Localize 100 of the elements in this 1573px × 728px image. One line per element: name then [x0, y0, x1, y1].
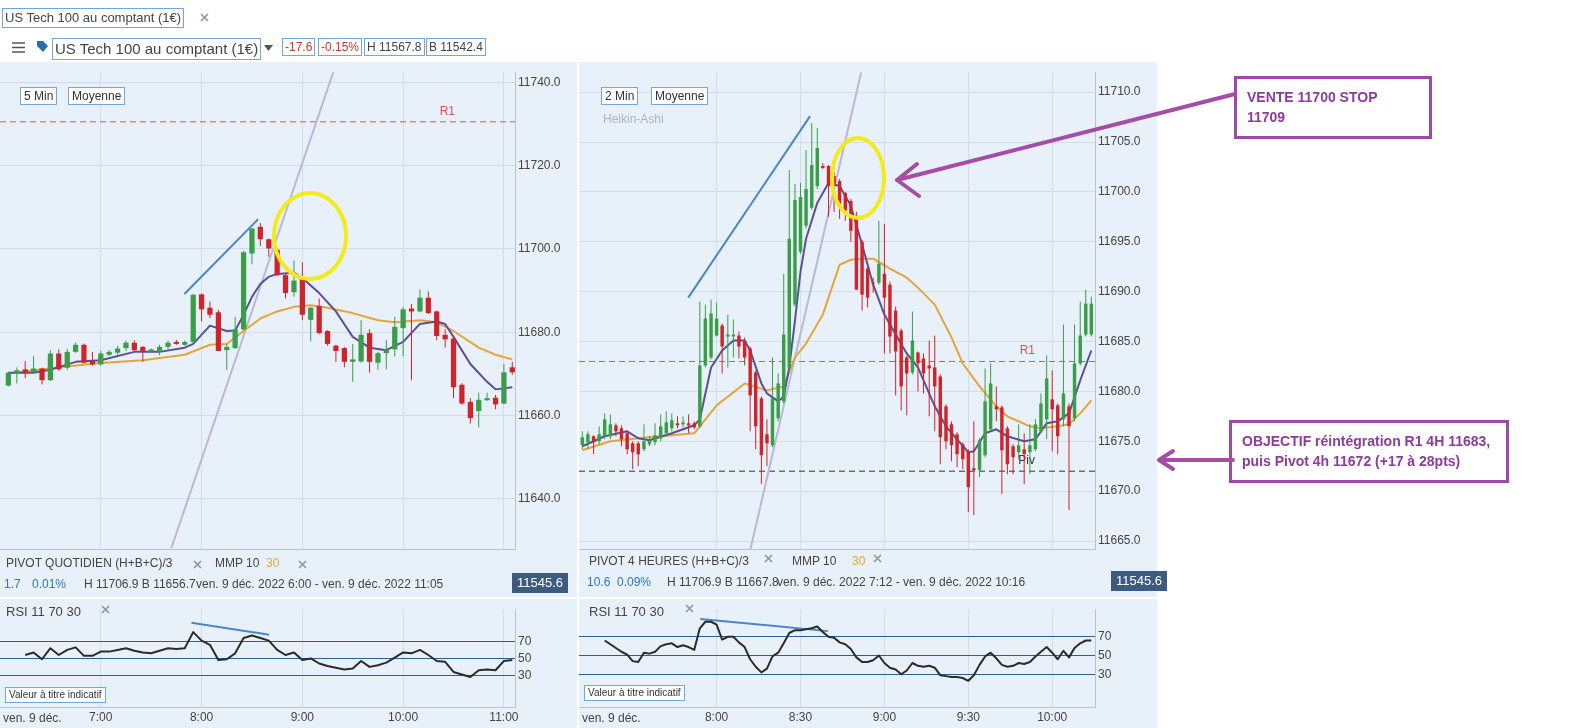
text: 11545.6 — [1111, 571, 1168, 591]
y-tick-label: 11695.0 — [1098, 234, 1141, 249]
candlestick — [282, 273, 289, 300]
y-tick-label: 11680.0 — [1098, 383, 1141, 398]
x-tick-label: 8:00 — [704, 710, 729, 725]
y-tick-label: 11685.0 — [1098, 333, 1141, 348]
candlestick — [476, 392, 482, 428]
y-tick-label: 11700.0 — [518, 241, 561, 256]
text: PIVOT QUOTIDIEN (H+B+C)/3 — [6, 556, 173, 571]
candlestick — [916, 351, 920, 392]
candlestick — [955, 431, 959, 468]
candlestick — [681, 415, 685, 428]
ref-line-label: R1 — [439, 103, 456, 118]
y-tick-label: 11640.0 — [518, 491, 561, 506]
candlestick — [198, 293, 205, 322]
candlestick — [653, 422, 657, 446]
text: 11545.6 — [512, 573, 569, 593]
candlestick — [597, 425, 601, 445]
text: OBJECTIF réintégration R1 4H 11683, puis Pivot 4h 11672 (+17 à 28pts) — [1229, 420, 1509, 483]
text: 30 — [266, 556, 280, 571]
text: US Tech 100 au comptant (1€) — [2, 8, 185, 28]
annotation: Moyenne — [651, 87, 709, 106]
text: 30 — [852, 554, 866, 569]
candlestick — [1050, 369, 1054, 452]
candlestick — [123, 340, 129, 352]
y-tick-label: 70 — [1098, 629, 1112, 644]
x-tick-label: 10:00 — [1037, 710, 1068, 725]
candlestick — [1067, 402, 1071, 511]
candlestick — [350, 343, 356, 383]
candlestick — [720, 323, 724, 374]
candlestick — [625, 430, 629, 455]
annotation: Moyenne — [68, 87, 126, 106]
candlestick — [642, 423, 646, 452]
y-tick-label: 11665.0 — [1098, 533, 1141, 548]
annotation: Valeur à titre indicatif — [5, 687, 106, 703]
text: 0.09% — [617, 575, 652, 590]
candlestick — [400, 306, 406, 357]
text: -0.15% — [318, 38, 363, 57]
x-tick-label: 8:00 — [189, 710, 214, 725]
candlestick — [1011, 443, 1015, 475]
candlestick — [765, 418, 769, 467]
candlestick — [726, 314, 730, 368]
x-tick-label: 9:00 — [872, 710, 897, 725]
text: B 11542.4 — [426, 38, 486, 57]
candlestick — [484, 392, 490, 402]
y-tick-label: 11710.0 — [1098, 84, 1141, 99]
annotation: 5 Min — [20, 87, 58, 106]
y-tick-label: 11680.0 — [518, 324, 561, 339]
text: H 11567.8 — [364, 38, 425, 57]
candlestick — [308, 306, 314, 342]
text: PIVOT 4 HEURES (H+B+C)/3 — [589, 554, 749, 569]
candlestick — [56, 348, 62, 372]
x-tick-label: 9:30 — [956, 710, 981, 725]
candlestick — [81, 343, 87, 365]
candlestick — [106, 349, 112, 357]
candlestick — [586, 430, 590, 450]
x-tick-label: 7:00 — [89, 710, 113, 725]
y-tick-label: 11675.0 — [1098, 433, 1141, 448]
text: MMP 10 — [792, 554, 837, 569]
x-tick-label: 8:30 — [788, 710, 813, 725]
text: -17.6 — [282, 38, 316, 57]
y-tick-label: 11740.0 — [518, 74, 561, 89]
candlestick — [64, 348, 70, 371]
candlestick — [291, 260, 297, 298]
y-tick-label: 50 — [1098, 647, 1112, 662]
text: 0.01% — [32, 577, 67, 592]
annotation: Valeur à titre indicatif — [584, 685, 685, 701]
annotation: 2 Min — [601, 87, 639, 106]
x-axis-title: ven. 9 déc. — [582, 711, 641, 726]
text: ven. 9 déc. 2022 6:00 - ven. 9 déc. 2022 11:05 — [196, 577, 444, 592]
candlestick — [333, 344, 339, 363]
text: MMP 10 — [215, 556, 260, 571]
candlestick — [417, 288, 423, 313]
candlestick — [207, 300, 213, 319]
chart-title: RSI 11 70 30 — [6, 604, 81, 620]
chart-title: RSI 11 70 30 — [589, 604, 664, 620]
candlestick — [614, 422, 618, 437]
y-tick-label: 11670.0 — [1098, 483, 1141, 498]
x-axis-title: ven. 9 déc. — [3, 711, 62, 726]
candlestick — [877, 220, 881, 286]
annotation: Heikin-Ashi — [603, 112, 664, 127]
candlestick — [257, 222, 263, 247]
y-tick-label: 30 — [1098, 666, 1112, 681]
candlestick — [392, 316, 398, 357]
text: 1.7 — [4, 577, 21, 592]
candlestick — [165, 340, 171, 350]
text: VENTE 11700 STOP 11709 — [1234, 76, 1432, 139]
x-tick-label: 11:00 — [489, 710, 519, 725]
ref-line-label: R1 — [1019, 343, 1036, 358]
candlestick — [459, 382, 465, 406]
candlestick — [266, 238, 272, 258]
candlestick — [994, 385, 999, 422]
text: H 11706.9 B 11656.7 — [84, 577, 196, 592]
candlestick — [871, 277, 875, 294]
candlestick — [972, 420, 976, 516]
text: H 11706.9 B 11667.8 — [667, 575, 779, 590]
y-tick-label: 11720.0 — [518, 157, 561, 172]
y-tick-label: 50 — [518, 650, 532, 665]
candlestick — [737, 331, 741, 359]
candlestick — [341, 346, 347, 368]
